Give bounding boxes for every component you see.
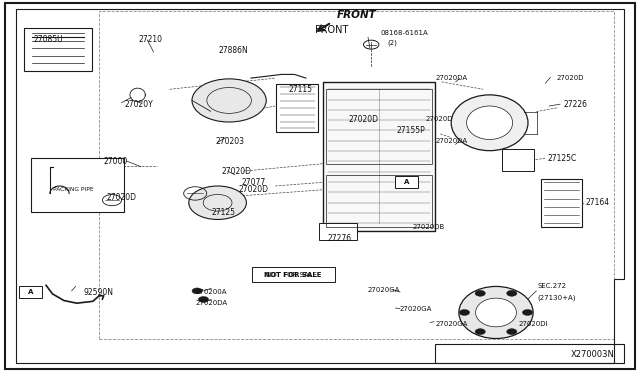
Text: 27020DI: 27020DI (518, 321, 548, 327)
Text: (27130+A): (27130+A) (538, 294, 576, 301)
Ellipse shape (476, 298, 516, 327)
Ellipse shape (451, 95, 528, 151)
Text: NOT FOR SALE: NOT FOR SALE (264, 272, 322, 278)
Text: 27020D: 27020D (107, 193, 136, 202)
Bar (395, 176, 418, 188)
Bar (276, 84, 318, 132)
Text: 27020D: 27020D (557, 75, 584, 81)
Bar (319, 223, 357, 240)
Circle shape (475, 290, 485, 296)
Text: 27020D: 27020D (349, 115, 379, 124)
Circle shape (192, 79, 266, 122)
Text: 27125C: 27125C (547, 154, 577, 163)
Circle shape (198, 296, 209, 302)
Bar (19, 286, 42, 298)
Text: X270003N: X270003N (570, 350, 614, 359)
Text: FRONT: FRONT (315, 25, 348, 35)
Circle shape (460, 310, 470, 315)
Text: 27077: 27077 (241, 178, 266, 187)
Text: 27115: 27115 (289, 85, 313, 94)
Text: 27020D: 27020D (239, 185, 269, 194)
Text: SEC.272: SEC.272 (538, 283, 566, 289)
Bar (541, 179, 582, 227)
Bar (326, 89, 432, 164)
Circle shape (475, 329, 485, 335)
Text: 27164: 27164 (586, 198, 610, 207)
Text: 27020D: 27020D (426, 116, 453, 122)
Text: 27020D: 27020D (222, 167, 252, 176)
Text: 08168-6161A: 08168-6161A (381, 31, 429, 36)
Text: 27155P: 27155P (397, 126, 426, 135)
Text: 27020DA: 27020DA (435, 138, 467, 144)
Circle shape (189, 186, 246, 219)
Circle shape (522, 310, 532, 315)
Text: 27125: 27125 (212, 208, 236, 217)
Circle shape (507, 290, 517, 296)
Text: 27085U: 27085U (33, 35, 63, 44)
Text: 27210: 27210 (138, 35, 163, 44)
Text: 27020DA: 27020DA (435, 75, 467, 81)
Text: 27020DB: 27020DB (413, 224, 445, 230)
Text: FRONT: FRONT (337, 10, 376, 20)
Text: PACKING PIPE: PACKING PIPE (53, 187, 94, 192)
Ellipse shape (459, 286, 533, 339)
Bar (323, 82, 435, 231)
Bar (31, 158, 124, 212)
Bar (24, 28, 92, 71)
Text: 27000: 27000 (104, 157, 128, 166)
Text: 270203: 270203 (216, 137, 245, 146)
Text: 27020GA: 27020GA (435, 321, 468, 327)
Text: (2): (2) (387, 39, 397, 46)
Bar (252, 267, 335, 282)
Circle shape (192, 288, 202, 294)
Text: 27226: 27226 (563, 100, 588, 109)
Text: 27020GA: 27020GA (367, 287, 400, 293)
Text: 27886N: 27886N (219, 46, 248, 55)
Text: 27276: 27276 (327, 234, 351, 243)
Text: A: A (28, 289, 33, 295)
Ellipse shape (467, 106, 513, 140)
Circle shape (507, 329, 517, 335)
Text: 27020DA: 27020DA (195, 300, 227, 306)
Text: 27020Y: 27020Y (125, 100, 154, 109)
Text: A: A (404, 179, 409, 185)
Bar (502, 149, 534, 171)
Bar (326, 175, 432, 227)
Text: 92590N: 92590N (83, 288, 113, 296)
Text: 27020GA: 27020GA (400, 306, 433, 312)
Text: NOT FOR SALE: NOT FOR SALE (266, 272, 317, 278)
Text: 270200A: 270200A (195, 289, 227, 295)
